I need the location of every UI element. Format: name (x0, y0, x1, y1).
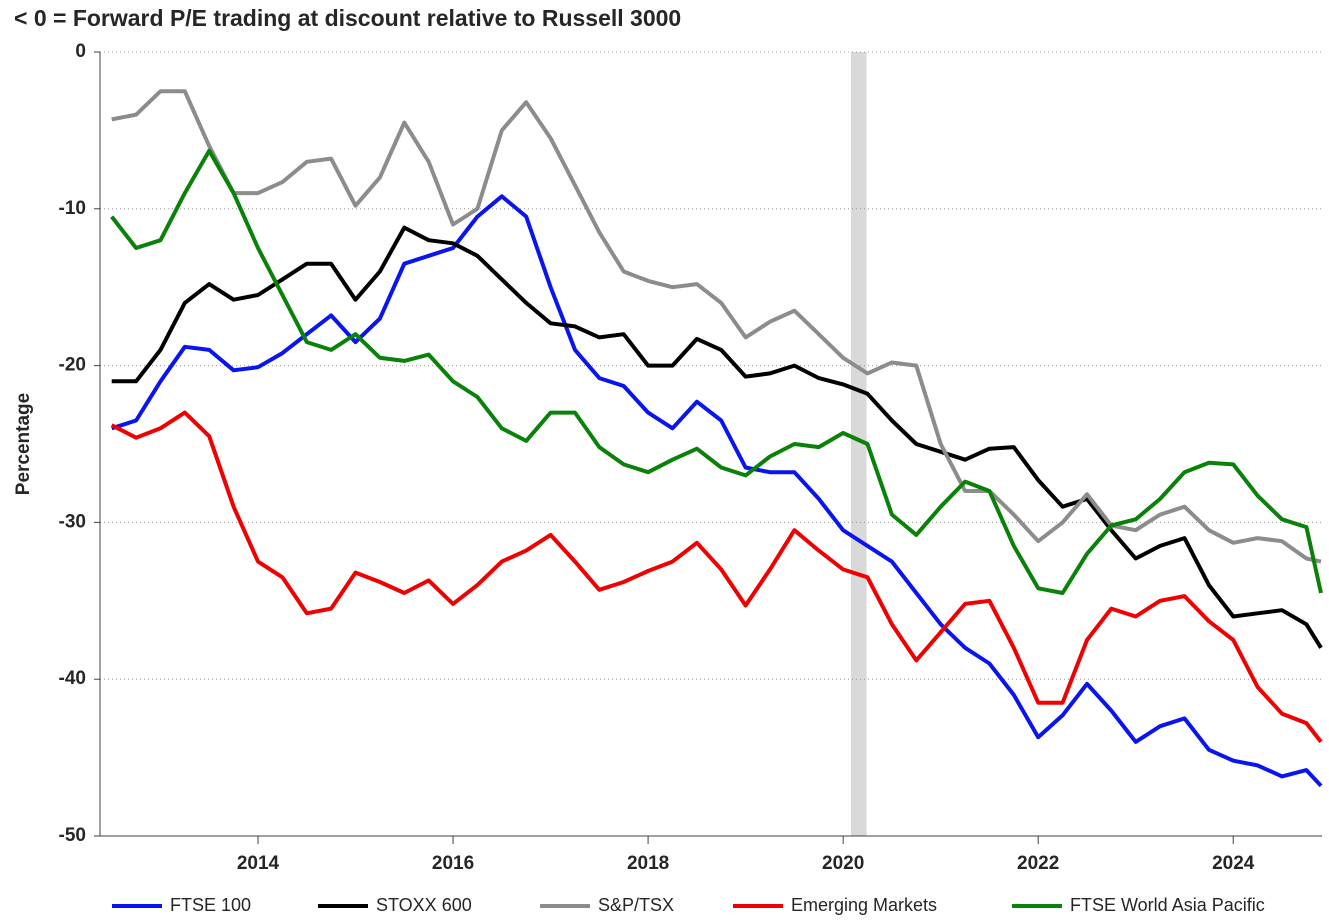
legend-label: FTSE 100 (170, 895, 251, 915)
x-tick-label: 2016 (432, 853, 474, 874)
series-line (111, 89, 1322, 564)
y-tick-label: -50 (59, 825, 86, 846)
y-tick-label: -30 (59, 511, 86, 532)
shaded-region (850, 52, 867, 836)
x-tick-label: 2018 (627, 853, 669, 874)
legend-label: S&P/TSX (598, 895, 674, 915)
legend-label: STOXX 600 (376, 895, 472, 915)
series-line (110, 148, 1323, 595)
series-line (111, 194, 1323, 788)
x-tick-label: 2020 (822, 853, 864, 874)
y-tick-label: -20 (59, 355, 86, 376)
x-tick-label: 2014 (237, 853, 280, 874)
y-tick-label: 0 (75, 41, 86, 62)
y-tick-label: -10 (59, 198, 86, 219)
x-tick-label: 2024 (1212, 853, 1255, 874)
series-line (111, 225, 1323, 649)
legend-label: Emerging Markets (791, 895, 937, 915)
legend-label: FTSE World Asia Pacific (1070, 895, 1265, 915)
x-tick-label: 2022 (1017, 853, 1059, 874)
chart-title: < 0 = Forward P/E trading at discount re… (14, 5, 681, 31)
series-line (110, 410, 1323, 744)
y-tick-label: -40 (59, 668, 86, 689)
y-axis-label: Percentage (13, 393, 34, 495)
